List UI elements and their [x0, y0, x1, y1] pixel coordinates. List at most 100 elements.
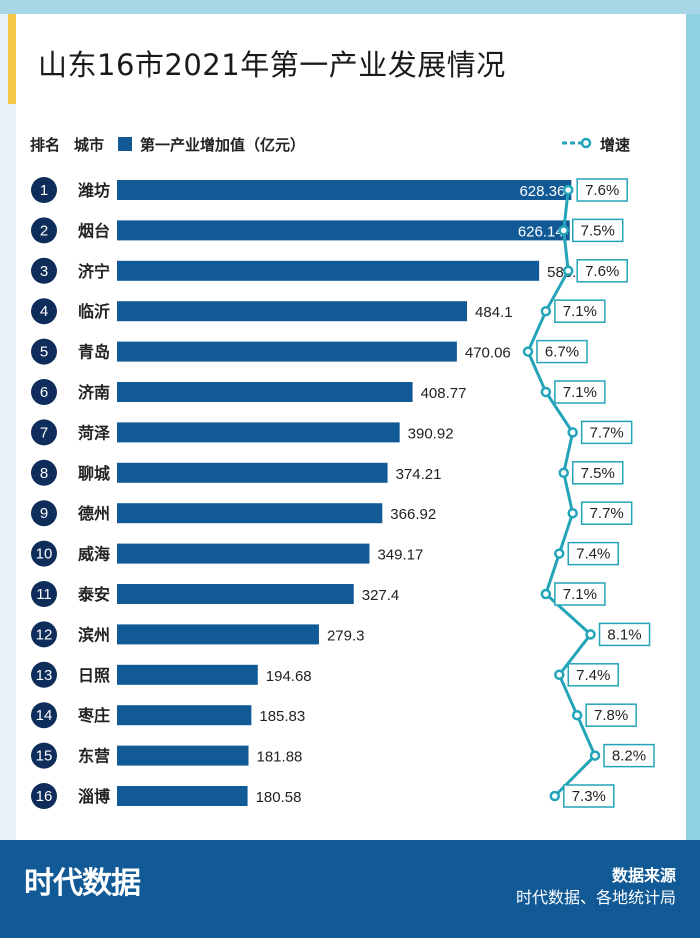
city-label: 潍坊 — [78, 181, 110, 200]
rank-number: 11 — [36, 586, 52, 603]
rank-number: 16 — [36, 788, 53, 805]
growth-label: 7.8% — [594, 707, 628, 724]
rank-number: 13 — [36, 667, 53, 684]
rank-number: 14 — [36, 707, 53, 724]
growth-label: 7.4% — [576, 546, 610, 563]
rank-badge — [31, 783, 57, 809]
city-label: 东营 — [78, 747, 110, 766]
value-label: 185.83 — [259, 708, 305, 725]
rank-badge — [31, 661, 57, 688]
rank-badge — [31, 500, 57, 527]
growth-point — [589, 750, 601, 761]
city-label: 威海 — [78, 545, 110, 564]
value-label: 374.21 — [396, 466, 442, 483]
right-accent-bar — [686, 14, 700, 874]
growth-label: 7.4% — [576, 667, 610, 684]
value-bar — [117, 503, 383, 524]
rank-badge — [31, 257, 57, 284]
value-bar — [117, 705, 252, 726]
rank-badge — [31, 581, 57, 607]
growth-point — [540, 588, 552, 600]
rank-number: 9 — [40, 505, 48, 522]
growth-label: 7.5% — [581, 222, 615, 239]
growth-label-box — [567, 663, 620, 687]
value-bar — [117, 462, 388, 483]
growth-point — [571, 709, 583, 721]
rank-number: 10 — [36, 546, 53, 563]
growth-point — [558, 225, 569, 236]
value-label: 180.58 — [256, 789, 302, 806]
growth-label-box — [603, 743, 655, 768]
growth-line — [526, 189, 597, 798]
rank-header: 排名 — [30, 136, 61, 154]
growth-label-box — [598, 622, 651, 647]
brand-logo: 时代数据 — [24, 866, 141, 901]
growth-label: 7.1% — [563, 586, 597, 603]
city-header: 城市 — [74, 136, 105, 154]
value-bar — [117, 745, 249, 766]
growth-label: 8.1% — [607, 626, 641, 643]
growth-point — [567, 507, 578, 519]
value-label: 408.77 — [421, 385, 467, 402]
growth-label: 7.7% — [590, 424, 624, 441]
growth-header: 增速 — [600, 136, 631, 154]
value-header: 第一产业增加值（亿元） — [140, 136, 306, 154]
rank-badge — [31, 702, 57, 729]
growth-label: 7.6% — [585, 182, 619, 199]
growth-label-box — [536, 339, 588, 364]
growth-label-box — [571, 461, 624, 485]
growth-point — [585, 629, 596, 640]
chart-title: 山东16市2021年第一产业发展情况 — [38, 48, 506, 82]
city-label: 德州 — [78, 504, 110, 523]
rank-badge — [31, 298, 57, 325]
growth-label-box — [580, 501, 633, 525]
left-accent-bar — [8, 14, 16, 104]
value-label: 390.92 — [408, 425, 454, 442]
growth-label: 6.7% — [545, 344, 579, 361]
source-text: 时代数据、各地统计局 — [515, 888, 676, 907]
value-label: 181.88 — [257, 749, 303, 766]
growth-label: 7.6% — [585, 263, 619, 280]
top-accent-bar — [0, 0, 700, 14]
rank-badge — [31, 338, 57, 365]
value-label: 349.17 — [377, 547, 423, 564]
rank-badge — [31, 177, 57, 203]
value-bar — [117, 584, 354, 604]
value-bar — [117, 260, 540, 281]
growth-point — [567, 427, 578, 438]
city-label: 泰安 — [77, 585, 110, 604]
growth-point — [562, 184, 574, 196]
value-bar — [117, 301, 468, 322]
value-bar — [117, 624, 319, 645]
rank-badge — [31, 379, 57, 405]
growth-label: 8.2% — [612, 748, 646, 765]
city-label: 青岛 — [78, 343, 110, 362]
value-label: 626.14 — [518, 223, 564, 240]
bar-line-chart: 1潍坊628.362烟台626.143济宁583.794临沂484.15青岛47… — [31, 177, 655, 809]
growth-label-box — [580, 420, 633, 445]
city-label: 济宁 — [78, 262, 110, 281]
growth-label: 7.7% — [590, 505, 624, 522]
growth-point — [540, 386, 552, 398]
growth-label-box — [567, 541, 620, 566]
value-bar — [117, 382, 413, 402]
city-label: 临沂 — [78, 302, 110, 321]
value-label: 628.36 — [519, 183, 565, 200]
value-bar — [117, 341, 457, 362]
city-label: 淄博 — [78, 787, 110, 806]
rank-number: 7 — [40, 424, 48, 441]
rank-number: 12 — [36, 626, 53, 643]
growth-point — [562, 265, 574, 277]
growth-label-box — [563, 784, 615, 808]
city-label: 日照 — [78, 666, 110, 685]
growth-label-box — [576, 178, 628, 202]
rank-badge — [31, 459, 57, 486]
value-bar — [117, 180, 572, 200]
value-label: 470.06 — [465, 345, 511, 362]
rank-number: 8 — [40, 465, 48, 482]
value-label: 279.3 — [327, 627, 365, 644]
growth-point — [554, 669, 565, 681]
growth-legend-marker — [562, 137, 594, 149]
growth-label: 7.3% — [572, 788, 606, 805]
